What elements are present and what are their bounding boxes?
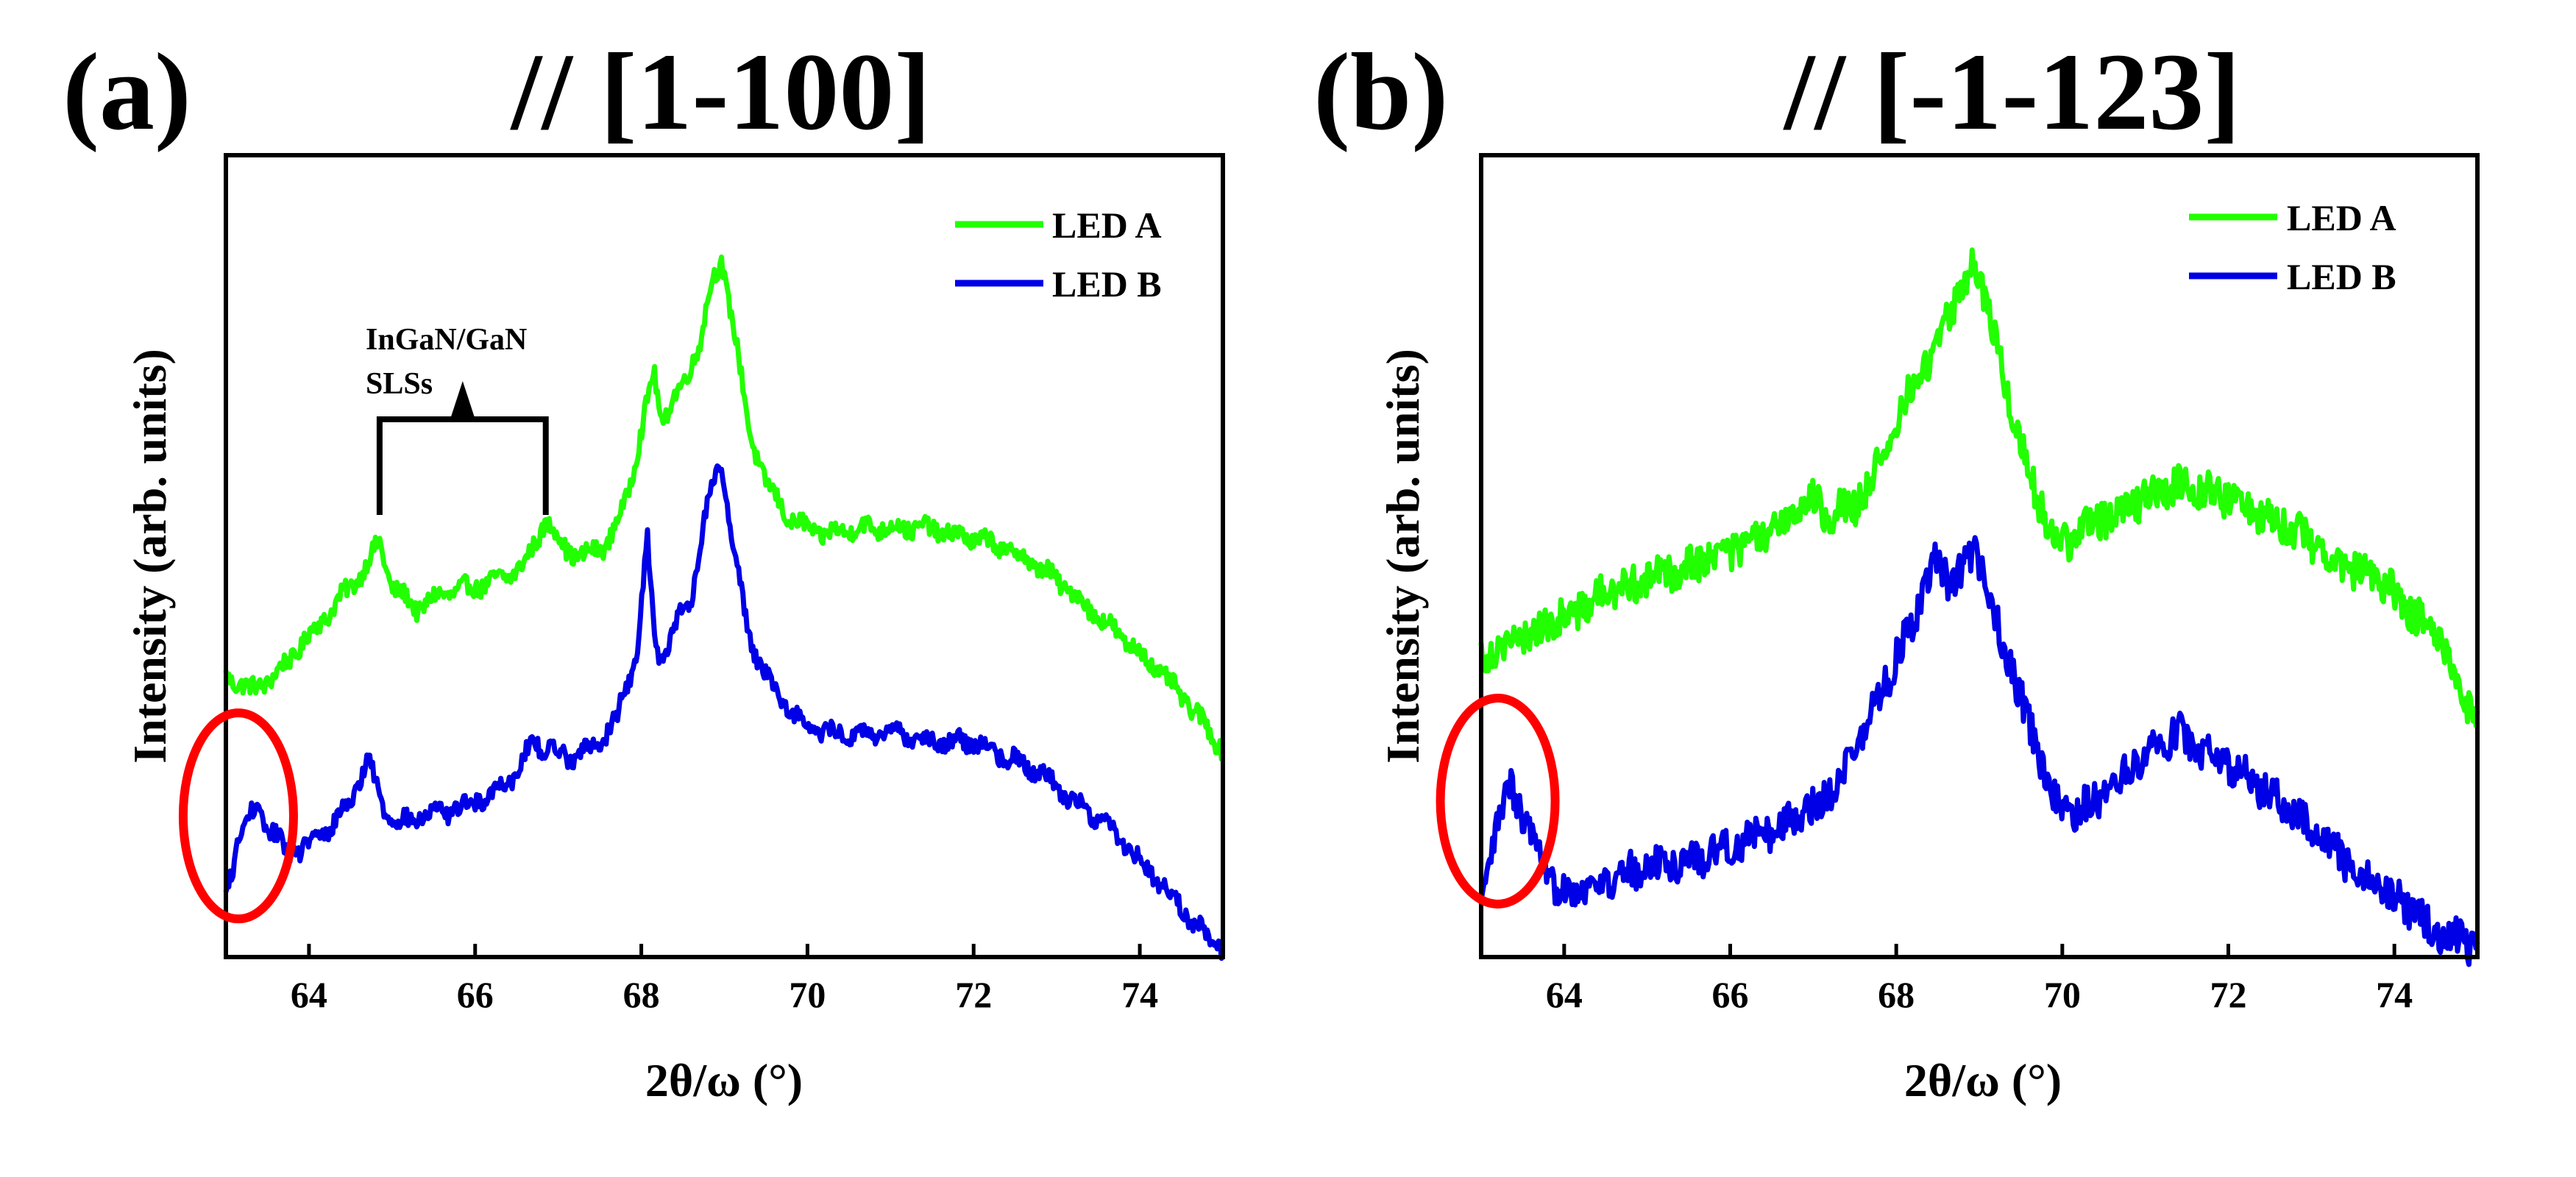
panel-a-legend-label-led-a: LED A [1052, 205, 1162, 246]
x-tick-label: 66 [457, 974, 494, 1015]
panel-b-title: // [-1-123] [1783, 31, 2241, 153]
panel-a-title: // [1-100] [510, 31, 932, 153]
panel-a-frame [224, 153, 1225, 959]
x-tick-label: 70 [2044, 974, 2081, 1015]
panel-b-highlight-ellipse [1436, 694, 1560, 908]
annotation-line-1: InGaN/GaN [366, 323, 527, 357]
series-line-led-b [1478, 535, 2480, 967]
x-tick-label: 68 [623, 974, 660, 1015]
x-tick-label: 68 [1878, 974, 1915, 1015]
series-line-led-a [223, 255, 1226, 762]
panel-b-y-axis-label: Intensity (arb. units) [1377, 349, 1429, 764]
panel-a-y-axis-label: Intensity (arb. units) [124, 349, 176, 764]
panel-b: (b) // [-1-123] 64 66 68 70 72 74 2θ/ω (°) In… [1313, 31, 2480, 1106]
x-tick-label: 66 [1712, 974, 1749, 1015]
x-tick-label: 72 [955, 974, 992, 1015]
panel-a-highlight-ellipse [178, 708, 298, 924]
panel-a-legend-label-led-b: LED B [1052, 263, 1162, 305]
x-tick-label: 72 [2210, 974, 2247, 1015]
x-tick-label: 74 [1121, 974, 1158, 1015]
panel-b-legend: LED A LED B [2189, 197, 2396, 297]
x-tick-label: 64 [291, 974, 327, 1015]
panel-a-legend: LED A LED B [955, 205, 1162, 305]
panel-b-frame [1479, 153, 2480, 959]
panel-a-x-ticks: 64 66 68 70 72 74 [291, 944, 1158, 1015]
panel-b-x-ticks: 64 66 68 70 72 74 [1546, 944, 2413, 1015]
x-tick-label: 74 [2376, 974, 2413, 1015]
panel-a: (a) // [1-100] 64 66 68 70 72 74 2θ/ω (°) Int… [63, 31, 1226, 1106]
annotation-arrowhead [450, 381, 475, 419]
panel-a-plot [223, 255, 1226, 961]
panel-b-plot [1478, 247, 2480, 967]
series-line-led-b [223, 463, 1225, 961]
x-tick-label: 70 [789, 974, 826, 1015]
panel-b-x-axis-label: 2θ/ω (°) [1904, 1054, 2062, 1106]
panel-b-label: (b) [1313, 31, 1448, 153]
x-tick-label: 64 [1546, 974, 1583, 1015]
panel-b-legend-label-led-a: LED A [2287, 197, 2396, 238]
panel-a-x-axis-label: 2θ/ω (°) [645, 1054, 803, 1106]
annotation-bracket [376, 416, 549, 515]
panel-a-annotation: InGaN/GaN SLSs [366, 323, 549, 515]
panel-a-label: (a) [63, 31, 191, 153]
annotation-line-2: SLSs [366, 367, 433, 401]
panel-b-legend-label-led-b: LED B [2287, 256, 2396, 297]
series-line-led-a [1478, 247, 2480, 728]
